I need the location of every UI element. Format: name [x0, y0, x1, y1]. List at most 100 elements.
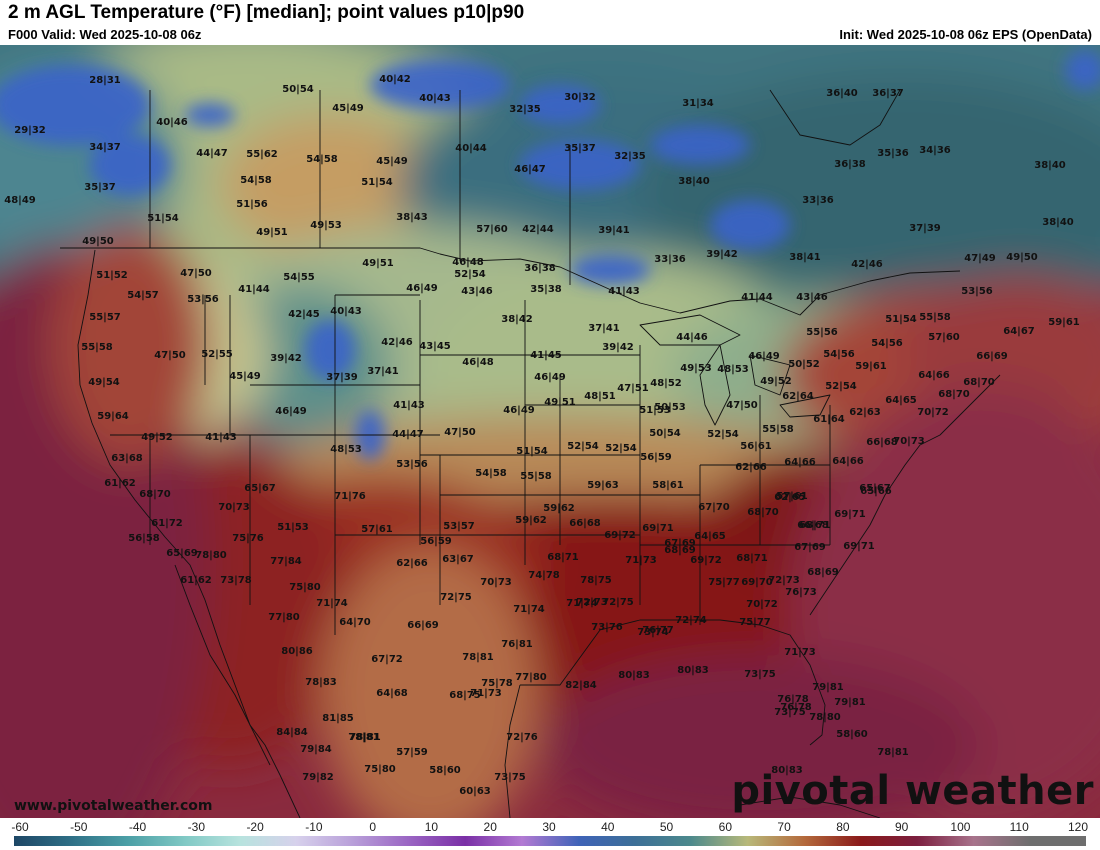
colorbar-segment	[521, 836, 579, 846]
point-value-label: 68|69	[664, 545, 696, 556]
point-value-label: 68|71	[799, 520, 831, 531]
point-value-label: 42|46	[851, 259, 883, 270]
point-value-label: 54|58	[475, 468, 507, 479]
point-value-label: 37|39	[909, 223, 941, 234]
point-value-label: 52|54	[707, 429, 739, 440]
point-value-label: 46|47	[514, 164, 546, 175]
point-value-label: 35|38	[530, 284, 562, 295]
point-value-label: 31|34	[682, 98, 714, 109]
point-value-label: 55|58	[762, 424, 794, 435]
point-value-label: 41|43	[393, 400, 425, 411]
init-time: Init: Wed 2025-10-08 06z EPS (OpenData)	[839, 27, 1092, 42]
colorbar-segment	[973, 836, 1031, 846]
point-value-label: 46|49	[534, 372, 566, 383]
point-value-label: 65|69	[166, 548, 198, 559]
point-value-label: 46|49	[503, 405, 535, 416]
point-value-label: 77|84	[270, 556, 302, 567]
point-value-label: 75|76	[232, 533, 264, 544]
colorbar-segment	[691, 836, 748, 846]
point-value-label: 38|40	[1034, 160, 1066, 171]
point-value-label: 59|63	[587, 480, 619, 491]
point-value-label: 55|56	[806, 327, 838, 338]
point-value-label: 58|61	[652, 480, 684, 491]
point-value-label: 61|64	[813, 414, 845, 425]
point-value-label: 51|53	[639, 405, 671, 416]
point-value-label: 68|75	[449, 690, 481, 701]
point-value-label: 68|70	[747, 507, 779, 518]
point-value-label: 55|58	[81, 342, 113, 353]
colorbar-segment	[465, 836, 523, 846]
point-value-label: 34|36	[919, 145, 951, 156]
point-value-label: 71|76	[334, 491, 366, 502]
point-value-label: 72|75	[602, 597, 634, 608]
point-value-label: 68|71	[736, 553, 768, 564]
point-value-label: 41|43	[205, 432, 237, 443]
colorbar-tick-label: -60	[11, 820, 29, 834]
point-value-label: 69|70	[741, 577, 773, 588]
website-url[interactable]: www.pivotalweather.com	[14, 798, 213, 814]
point-value-label: 56|61	[740, 441, 772, 452]
point-value-label: 55|58	[919, 312, 951, 323]
point-value-label: 51|54	[147, 213, 179, 224]
point-value-label: 76|78	[777, 694, 809, 705]
point-value-label: 76|77	[642, 625, 674, 636]
temperature-map[interactable]: 28|31 29|32 34|37 35|37 40|46 50|54 40|42 45|49…	[0, 45, 1100, 818]
point-value-label: 78|81	[462, 652, 494, 663]
point-value-label: 76|81	[501, 639, 533, 650]
point-value-label: 52|55	[201, 349, 233, 360]
point-value-label: 38|40	[1042, 217, 1074, 228]
point-value-label: 52|54	[567, 441, 599, 452]
point-value-label: 78|81	[877, 747, 909, 758]
point-value-label: 64|66	[784, 457, 816, 468]
point-value-label: 80|83	[771, 765, 803, 776]
point-value-label: 35|36	[877, 148, 909, 159]
colorbar-tick-label: 80	[836, 820, 850, 834]
point-value-label: 46|49	[406, 283, 438, 294]
point-value-label: 72|74	[675, 615, 707, 626]
point-value-label: 51|56	[236, 199, 268, 210]
point-value-label: 70|72	[917, 407, 949, 418]
point-value-label: 36|38	[524, 263, 556, 274]
point-value-label: 32|35	[509, 104, 541, 115]
point-value-label: 73|78	[220, 575, 252, 586]
point-value-label: 54|56	[823, 349, 855, 360]
point-value-label: 67|72	[371, 654, 403, 665]
point-value-label: 53|56	[396, 459, 428, 470]
point-value-label: 48|52	[650, 378, 682, 389]
point-value-label: 75|77	[708, 577, 740, 588]
point-value-label: 77|80	[268, 612, 300, 623]
point-value-label: 58|60	[836, 729, 868, 740]
point-value-label: 57|61	[776, 491, 808, 502]
colorbar-segment	[239, 836, 297, 846]
point-value-label: 64|67	[1003, 326, 1035, 337]
point-value-label: 61|62	[180, 575, 212, 586]
point-value-label: 47|50	[154, 350, 186, 361]
point-value-label: 72|73	[768, 575, 800, 586]
point-value-label: 41|44	[238, 284, 270, 295]
point-value-label: 57|59	[396, 747, 428, 758]
point-value-label: 60|63	[459, 786, 491, 797]
point-value-label: 78|81	[349, 732, 381, 743]
point-value-label: 59|61	[855, 361, 887, 372]
point-value-label: 78|81	[348, 732, 380, 743]
point-value-label: 35|37	[564, 143, 596, 154]
point-value-label: 49|51	[256, 227, 288, 238]
point-value-label: 79|81	[812, 682, 844, 693]
point-value-label: 66|68	[866, 437, 898, 448]
point-value-label: 46|49	[275, 406, 307, 417]
point-value-label: 54|58	[306, 154, 338, 165]
point-value-label: 80|86	[281, 646, 313, 657]
point-value-label: 48|53	[330, 444, 362, 455]
point-value-label: 54|58	[240, 175, 272, 186]
point-value-label: 69|72	[604, 530, 636, 541]
point-value-label: 68|70	[938, 389, 970, 400]
point-value-label: 65|67	[859, 483, 891, 494]
colorbar-tick-label: 50	[659, 820, 674, 834]
colorbar-tick-label: -40	[128, 820, 147, 834]
point-value-label: 39|42	[602, 342, 634, 353]
point-value-label: 64|66	[918, 370, 950, 381]
point-value-label: 62|66	[735, 462, 767, 473]
colorbar-segment	[747, 836, 805, 846]
point-value-label: 73|76	[591, 622, 623, 633]
colorbar-segment	[916, 836, 974, 846]
